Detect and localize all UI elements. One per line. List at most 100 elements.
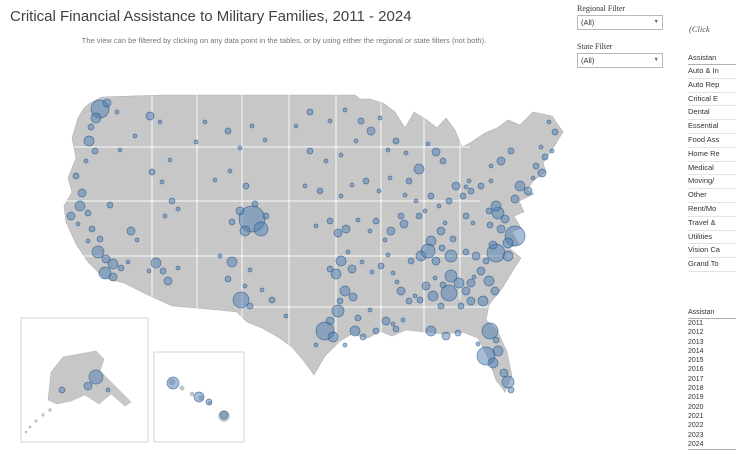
assistance-table-row[interactable]: Rent/Mo <box>688 203 736 217</box>
map-bubble[interactable] <box>341 224 351 234</box>
map-bubble[interactable] <box>392 325 400 333</box>
map-bubble[interactable] <box>333 228 343 238</box>
assistance-table-row[interactable]: Other <box>688 189 736 203</box>
map-bubble[interactable] <box>235 206 245 216</box>
map-bubble[interactable] <box>416 296 424 304</box>
map-bubble[interactable] <box>467 187 475 195</box>
assistance-table-row[interactable]: Home Re <box>688 148 736 162</box>
map-bubble[interactable] <box>306 147 314 155</box>
map-bubble[interactable] <box>117 264 125 272</box>
map-bubble[interactable] <box>227 168 233 174</box>
map-bubble[interactable] <box>58 386 66 394</box>
map-bubble[interactable] <box>438 244 446 252</box>
map-bubble[interactable] <box>488 163 494 169</box>
map-bubble[interactable] <box>462 212 470 220</box>
map-bubble[interactable] <box>538 144 544 150</box>
map-bubble[interactable] <box>432 275 438 281</box>
map-bubble[interactable] <box>362 177 370 185</box>
assistance-table-row[interactable]: Moving/ <box>688 175 736 190</box>
map-bubble[interactable] <box>224 275 232 283</box>
assistance-table-row[interactable]: Critical E <box>688 93 736 107</box>
map-bubble[interactable] <box>381 316 391 326</box>
map-bubble[interactable] <box>96 235 104 243</box>
map-bubble[interactable] <box>339 285 351 297</box>
map-bubble[interactable] <box>427 192 435 200</box>
map-bubble[interactable] <box>499 368 509 378</box>
map-bubble[interactable] <box>145 111 155 121</box>
map-bubble[interactable] <box>502 250 514 262</box>
map-bubble[interactable] <box>466 278 476 288</box>
map-bubble[interactable] <box>88 225 96 233</box>
map-bubble[interactable] <box>449 235 457 243</box>
map-bubble[interactable] <box>228 218 236 226</box>
map-bubble[interactable] <box>376 188 382 194</box>
map-bubble[interactable] <box>162 213 168 219</box>
map-bubble[interactable] <box>405 297 413 305</box>
map-bubble[interactable] <box>445 197 453 205</box>
map-bubble[interactable] <box>293 123 299 129</box>
map-bubble[interactable] <box>251 200 259 208</box>
map-bubble[interactable] <box>335 255 347 267</box>
assistance-table-row[interactable]: Essential <box>688 120 736 134</box>
map-bubble[interactable] <box>306 108 314 116</box>
year-table-row[interactable]: 2019 <box>688 394 704 402</box>
map-bubble[interactable] <box>459 192 467 200</box>
assistance-table-row[interactable]: Auto Rep <box>688 79 736 93</box>
year-table-row[interactable]: 2012 <box>688 329 704 337</box>
map-bubble[interactable] <box>313 223 319 229</box>
map-bubble[interactable] <box>347 264 357 274</box>
map-bubble[interactable] <box>108 272 118 282</box>
map-bubble[interactable] <box>488 178 494 184</box>
map-bubble[interactable] <box>399 219 409 229</box>
map-bubble[interactable] <box>485 207 493 215</box>
assistance-table-row[interactable]: Grand To <box>688 258 736 272</box>
map-bubble[interactable] <box>85 238 91 244</box>
map-bubble[interactable] <box>262 137 268 143</box>
map-bubble[interactable] <box>77 188 87 198</box>
map-bubble[interactable] <box>537 168 547 178</box>
map-bubble[interactable] <box>83 135 95 147</box>
assistance-table-row[interactable]: Dental <box>688 106 736 121</box>
map-bubble[interactable] <box>390 270 396 276</box>
map-bubble[interactable] <box>490 200 502 212</box>
map-bubble[interactable] <box>546 119 552 125</box>
map-bubble[interactable] <box>439 281 447 289</box>
map-bubble[interactable] <box>463 184 469 190</box>
year-table-row[interactable]: 2018 <box>688 385 704 393</box>
assistance-table-row[interactable]: Medical <box>688 162 736 176</box>
year-table-row[interactable]: 2022 <box>688 422 704 430</box>
map-bubble[interactable] <box>338 193 344 199</box>
map-bubble[interactable] <box>422 208 428 214</box>
map-bubble[interactable] <box>101 254 111 264</box>
map-bubble[interactable] <box>425 141 431 147</box>
map-bubble[interactable] <box>354 314 362 322</box>
map-bubble[interactable] <box>87 123 95 131</box>
map-bubble[interactable] <box>253 221 269 237</box>
map-bubble[interactable] <box>146 268 152 274</box>
map-bubble[interactable] <box>483 275 495 287</box>
map-bubble[interactable] <box>487 357 499 369</box>
map-bubble[interactable] <box>349 182 355 188</box>
map-bubble[interactable] <box>148 168 156 176</box>
map-bubble[interactable] <box>342 342 348 348</box>
map-bubble[interactable] <box>125 259 131 265</box>
map-bubble[interactable] <box>453 277 465 289</box>
map-bubble[interactable] <box>462 248 470 256</box>
map-bubble[interactable] <box>106 201 114 209</box>
map-bubble[interactable] <box>549 148 555 154</box>
map-bubble[interactable] <box>471 251 481 261</box>
map-bubble[interactable] <box>75 221 81 227</box>
map-bubble[interactable] <box>439 157 447 165</box>
map-bubble[interactable] <box>532 162 540 170</box>
map-bubble[interactable] <box>134 237 140 243</box>
map-bubble[interactable] <box>377 115 383 121</box>
map-bubble[interactable] <box>219 410 229 420</box>
map-bubble[interactable] <box>496 156 506 166</box>
map-bubble[interactable] <box>496 224 506 234</box>
map-bubble[interactable] <box>481 322 499 340</box>
map-bubble[interactable] <box>471 274 477 280</box>
map-bubble[interactable] <box>407 257 415 265</box>
map-bubble[interactable] <box>486 221 494 229</box>
assistance-table-row[interactable]: Auto & In <box>688 65 736 79</box>
map-bubble[interactable] <box>150 257 162 269</box>
